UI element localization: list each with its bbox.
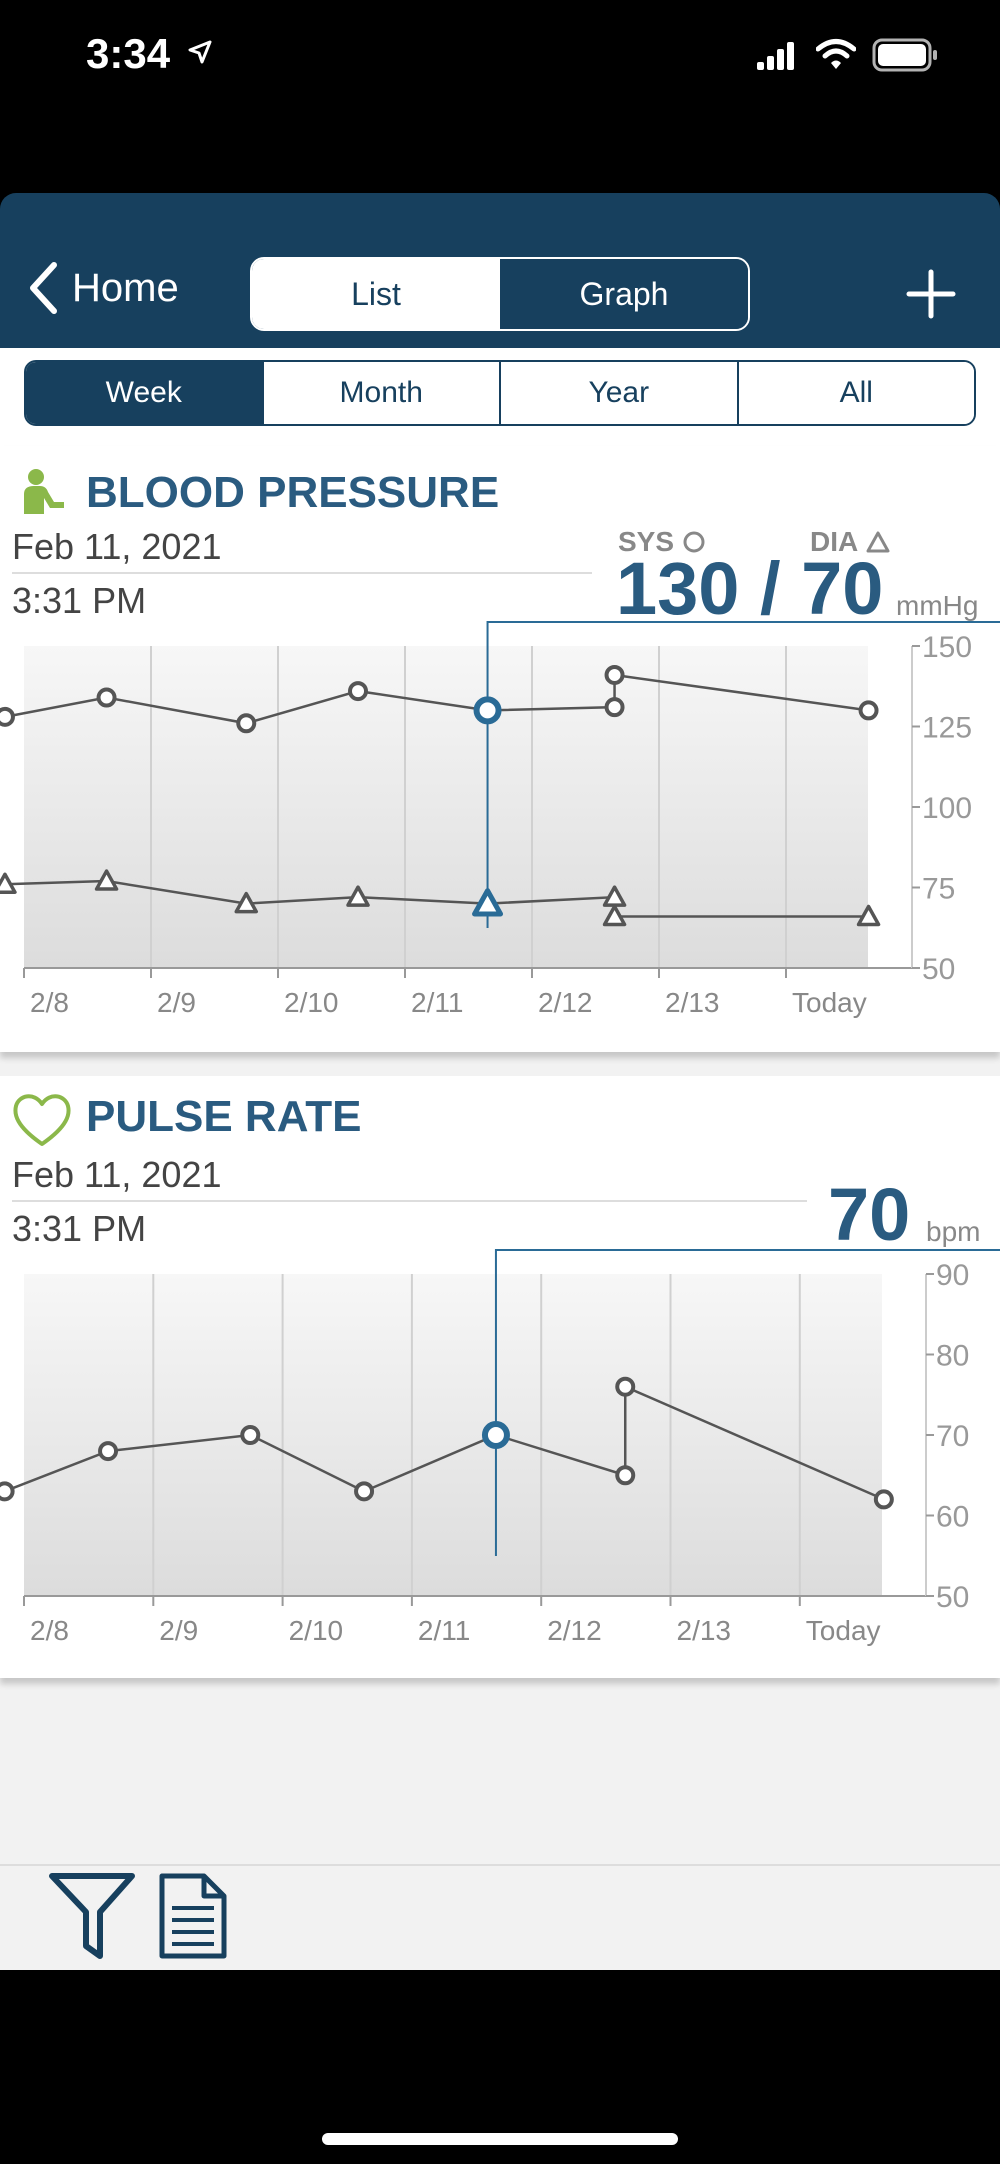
- selection-indicator-line: [494, 1249, 1000, 1556]
- location-arrow-icon: [188, 40, 212, 64]
- bp-date: Feb 11, 2021: [12, 526, 222, 567]
- pr-unit: bpm: [926, 1216, 981, 1247]
- data-point: [604, 664, 625, 685]
- blood-pressure-title: BLOOD PRESSURE: [86, 468, 500, 517]
- plot-area: [24, 646, 868, 968]
- sys-legend: SYS: [618, 526, 706, 558]
- filter-icon[interactable]: [48, 1872, 136, 1960]
- x-tick-label: 2/9: [159, 1615, 198, 1646]
- x-tick-label: 2/8: [30, 1615, 69, 1646]
- range-tab-year[interactable]: Year: [499, 362, 737, 424]
- series-line: [4, 1384, 885, 1501]
- dia-legend: DIA: [810, 526, 890, 558]
- dia-legend-label: DIA: [810, 526, 859, 557]
- data-point: [96, 687, 117, 708]
- chevron-left-icon: [30, 262, 57, 314]
- x-tick-label: 2/10: [284, 987, 339, 1018]
- bp-reading: 130 / 70: [616, 547, 884, 630]
- y-tick-label: 125: [922, 712, 972, 745]
- y-tick-label: 60: [936, 1501, 969, 1534]
- x-tick-label: 2/13: [677, 1615, 732, 1646]
- y-tick-label: 80: [936, 1340, 969, 1373]
- y-tick-label: 70: [936, 1420, 969, 1453]
- data-point: [94, 869, 119, 891]
- data-point: [858, 700, 879, 721]
- tab-graph[interactable]: Graph: [500, 259, 748, 329]
- add-icon[interactable]: [905, 268, 957, 320]
- person-measuring-icon: [24, 469, 64, 514]
- blood-pressure-chart[interactable]: 2/8 2/9 2/10 2/11 2/12 2/13 Today 150 125 100 75 50: [0, 446, 1000, 1052]
- x-tick-label: 2/9: [157, 987, 196, 1018]
- data-point: [98, 1441, 119, 1462]
- pr-date: Feb 11, 2021: [12, 1154, 222, 1195]
- data-point: [240, 1425, 261, 1445]
- back-button-label: Home: [72, 265, 179, 310]
- pulse-rate-card[interactable]: PULSE RATE Feb 11, 2021 3:31 PM 70 bpm 2…: [0, 1076, 1000, 1678]
- data-point: [0, 1481, 15, 1502]
- pr-reading: 70: [828, 1173, 911, 1256]
- data-point: [234, 891, 258, 914]
- data-point: [472, 888, 504, 917]
- bp-unit: mmHg: [896, 590, 979, 621]
- x-tick-label: 2/11: [418, 1615, 470, 1646]
- y-tick-label: 100: [922, 792, 972, 825]
- range-tab-month[interactable]: Month: [261, 362, 499, 424]
- y-tick-label: 75: [922, 873, 955, 906]
- cellular-signal-icon: [757, 42, 794, 70]
- sys-legend-label: SYS: [618, 526, 675, 557]
- data-point: [604, 697, 625, 718]
- bottom-toolbar: [0, 1864, 1000, 1970]
- triangle-marker-icon: [866, 531, 890, 553]
- tab-list[interactable]: List: [252, 259, 500, 329]
- x-tick-label: Today: [792, 987, 867, 1018]
- y-tick-label: 90: [936, 1259, 969, 1292]
- y-tick-label: 50: [922, 953, 955, 986]
- x-tick-label: 2/10: [289, 1615, 344, 1646]
- x-tick-label: 2/13: [665, 987, 720, 1018]
- x-tick-label: 2/12: [538, 987, 593, 1018]
- range-tab-week[interactable]: Week: [26, 362, 262, 424]
- data-point: [236, 713, 257, 734]
- y-tick-label: 150: [922, 631, 972, 664]
- pr-date-divider: [12, 1200, 807, 1202]
- x-tick-label: Today: [806, 1615, 881, 1646]
- bp-time: 3:31 PM: [12, 580, 147, 621]
- blood-pressure-card[interactable]: BLOOD PRESSURE Feb 11, 2021 3:31 PM SYS …: [0, 446, 1000, 1052]
- data-point: [873, 1489, 894, 1510]
- pr-time: 3:31 PM: [12, 1208, 147, 1249]
- data-point: [473, 696, 502, 725]
- data-point: [602, 904, 627, 927]
- data-point: [0, 872, 17, 895]
- view-segmented-control: List Graph: [250, 257, 750, 331]
- bp-date-divider: [12, 572, 592, 574]
- y-tick-label: 50: [936, 1581, 969, 1614]
- x-tick-label: 2/11: [411, 987, 463, 1018]
- data-point: [615, 1465, 636, 1486]
- range-segmented-control: Week Month Year All: [24, 360, 976, 426]
- range-tab-all[interactable]: All: [736, 362, 974, 424]
- circle-marker-icon: [683, 531, 705, 553]
- heart-icon: [13, 1094, 71, 1146]
- pulse-rate-chart[interactable]: 2/8 2/9 2/10 2/11 2/12 2/13 Today 90 80 70 60 50: [0, 1076, 1000, 1678]
- status-time: 3:34: [86, 30, 171, 77]
- data-point: [0, 706, 15, 727]
- data-point: [481, 1421, 510, 1449]
- battery-icon: [872, 38, 937, 72]
- wifi-icon: [816, 39, 856, 69]
- selection-indicator-line: [486, 621, 1000, 928]
- home-indicator[interactable]: [322, 2133, 678, 2145]
- x-tick-label: 2/8: [30, 987, 69, 1018]
- data-point: [615, 1376, 636, 1397]
- report-icon[interactable]: [158, 1872, 228, 1960]
- x-tick-label: 2/12: [547, 1615, 602, 1646]
- data-point: [346, 885, 370, 907]
- data-point: [856, 904, 881, 927]
- data-point: [348, 681, 369, 702]
- back-button[interactable]: Home: [28, 262, 179, 314]
- pulse-rate-title: PULSE RATE: [86, 1092, 362, 1141]
- data-point: [354, 1481, 375, 1502]
